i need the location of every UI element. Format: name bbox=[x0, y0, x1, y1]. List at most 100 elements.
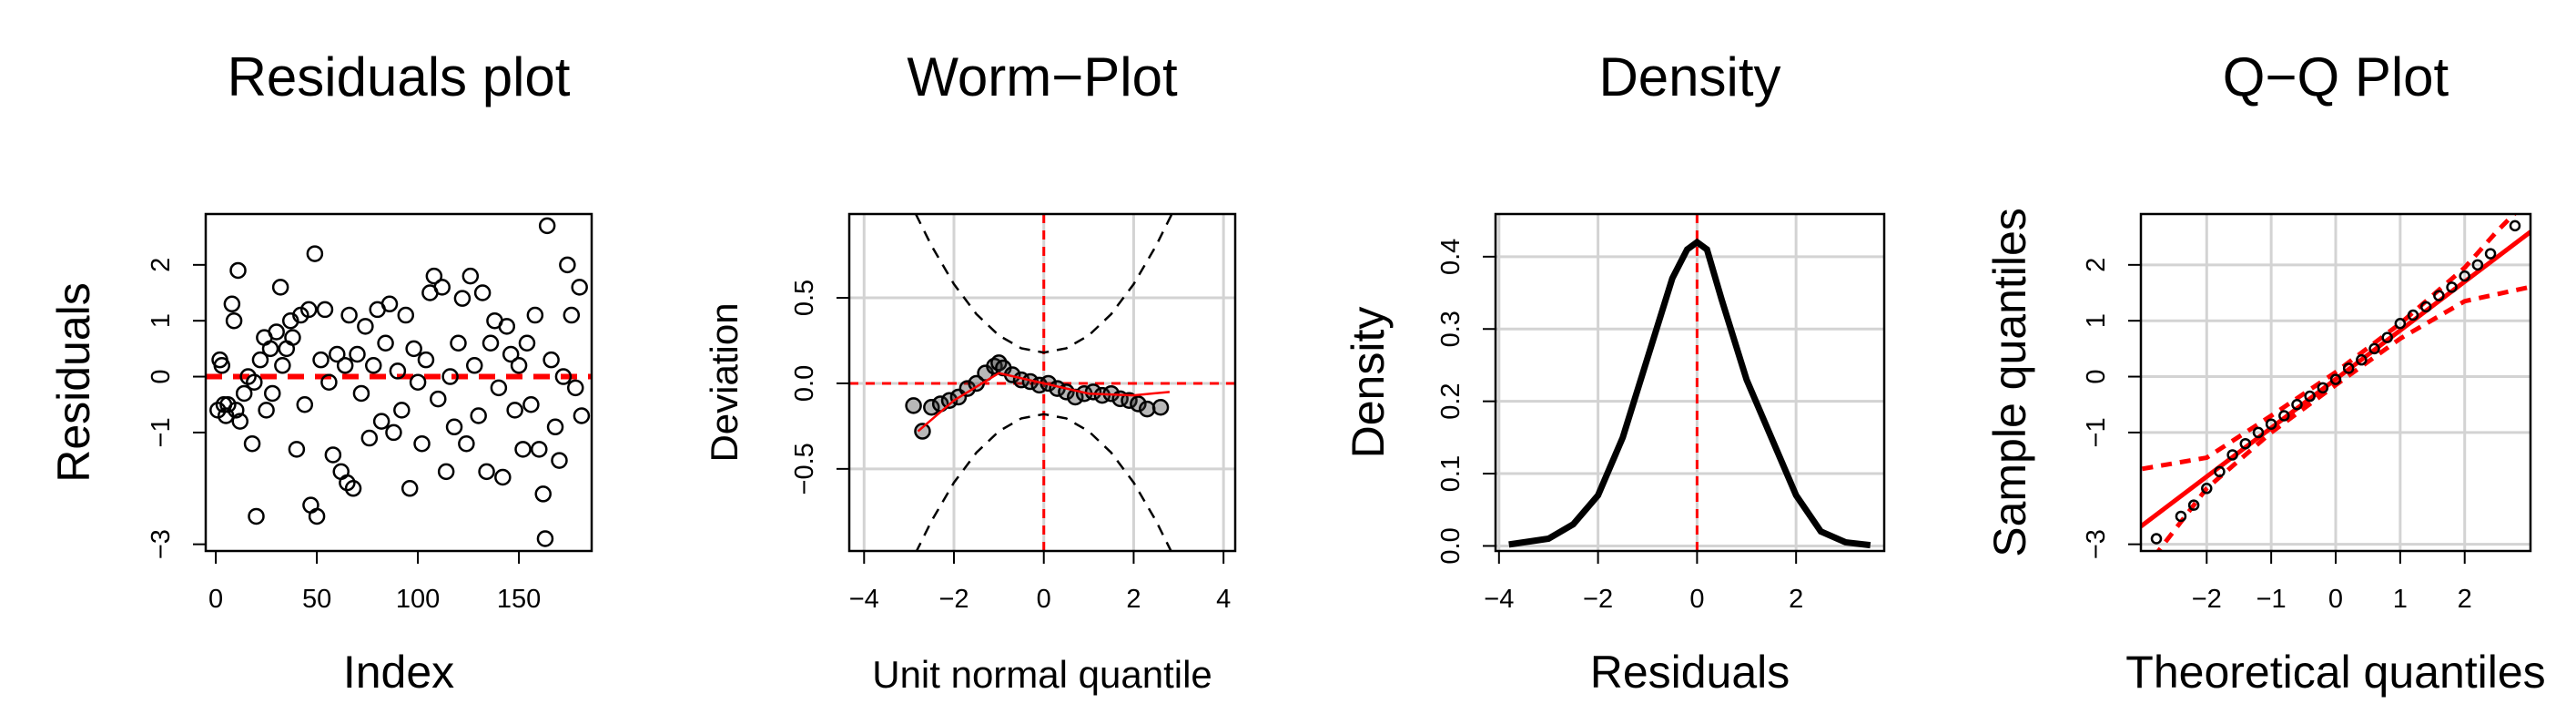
data-point bbox=[2214, 465, 2226, 478]
data-point bbox=[566, 379, 584, 397]
data-point bbox=[2226, 449, 2238, 461]
data-point bbox=[213, 357, 231, 374]
data-point bbox=[271, 279, 289, 296]
y-tick-label: −3 bbox=[147, 529, 176, 559]
data-point bbox=[2150, 533, 2163, 545]
data-point bbox=[433, 279, 451, 296]
plot-area bbox=[849, 214, 1235, 551]
x-tick-label: 4 bbox=[1216, 585, 1231, 614]
data-point bbox=[357, 318, 374, 335]
data-point bbox=[437, 463, 455, 481]
x-tick-label: 150 bbox=[497, 585, 541, 614]
y-tick-label: −0.5 bbox=[790, 443, 819, 495]
plot-area bbox=[1508, 214, 1871, 551]
data-point bbox=[261, 340, 279, 358]
data-point bbox=[940, 392, 958, 409]
data-point bbox=[470, 407, 487, 424]
data-point bbox=[573, 407, 591, 424]
x-tick-label: 2 bbox=[1789, 585, 1803, 614]
data-line bbox=[914, 214, 1173, 354]
data-line bbox=[917, 372, 1171, 433]
data-point bbox=[490, 379, 508, 397]
data-point bbox=[231, 413, 248, 430]
data-point bbox=[336, 357, 354, 374]
panel: Density Residuals Density −4 −2 0 2 0.0 0.1 0.2 0.… bbox=[1343, 46, 1886, 698]
data-point bbox=[2419, 301, 2432, 313]
data-point bbox=[1151, 398, 1170, 416]
data-point bbox=[923, 398, 940, 416]
data-point bbox=[2394, 318, 2407, 330]
y-tick-label: 0.1 bbox=[1436, 455, 1465, 492]
data-point bbox=[2368, 342, 2380, 355]
data-point bbox=[518, 334, 536, 352]
data-point bbox=[385, 423, 402, 442]
data-point bbox=[316, 301, 334, 319]
data-point bbox=[377, 334, 394, 352]
y-axis-label: Density bbox=[1343, 307, 1394, 459]
data-line bbox=[1508, 238, 1871, 549]
x-tick-label: −2 bbox=[2192, 585, 2222, 614]
y-tick-label: 0.4 bbox=[1436, 239, 1465, 275]
data-point bbox=[2459, 270, 2470, 282]
data-point bbox=[2304, 390, 2316, 403]
x-tick-label: −4 bbox=[849, 585, 879, 614]
x-tick-label: 0 bbox=[1689, 585, 1704, 614]
data-point bbox=[458, 434, 475, 453]
data-point bbox=[2433, 290, 2445, 301]
y-tick-label: 0 bbox=[2082, 369, 2111, 383]
data-point bbox=[235, 384, 253, 403]
data-point bbox=[243, 434, 261, 453]
panel-title: Residuals plot bbox=[228, 46, 571, 107]
data-point bbox=[344, 480, 362, 497]
data-point bbox=[461, 267, 480, 285]
data-point bbox=[320, 373, 338, 391]
data-point bbox=[258, 402, 275, 419]
data-point bbox=[453, 290, 472, 307]
y-tick-label: 1 bbox=[2082, 313, 2111, 328]
data-point bbox=[417, 351, 435, 369]
data-point bbox=[502, 345, 520, 363]
panel: Worm−Plot Unit normal quantile Deviation −4… bbox=[703, 46, 1237, 696]
data-point bbox=[229, 261, 247, 280]
data-point bbox=[522, 395, 540, 413]
data-point bbox=[389, 362, 407, 380]
data-point bbox=[450, 334, 467, 352]
data-point bbox=[365, 357, 382, 374]
x-tick-label: −2 bbox=[938, 585, 969, 614]
data-point bbox=[2471, 259, 2484, 271]
y-axis-label: Sample quantiles bbox=[1984, 208, 2035, 557]
data-point bbox=[246, 373, 263, 391]
data-line bbox=[2141, 214, 2518, 472]
data-point bbox=[372, 413, 390, 430]
data-point bbox=[526, 306, 544, 324]
data-point bbox=[2342, 362, 2355, 374]
data-point bbox=[2317, 382, 2329, 394]
x-tick-label: −2 bbox=[1583, 585, 1613, 614]
data-point bbox=[349, 345, 366, 363]
data-point bbox=[228, 402, 245, 419]
data-point bbox=[2509, 219, 2521, 232]
data-point bbox=[225, 311, 243, 330]
plot-frame bbox=[1494, 212, 1886, 553]
y-axis-label: Residuals bbox=[48, 282, 99, 483]
data-point bbox=[2484, 248, 2497, 260]
data-point bbox=[380, 295, 399, 313]
plot-frame bbox=[2139, 212, 2532, 553]
data-point bbox=[905, 397, 922, 414]
x-tick-label: −1 bbox=[2257, 585, 2287, 614]
data-point bbox=[559, 256, 576, 274]
data-point bbox=[324, 446, 342, 464]
data-point bbox=[531, 441, 548, 458]
data-point bbox=[1139, 400, 1156, 418]
data-point bbox=[264, 384, 281, 403]
data-point bbox=[409, 373, 427, 391]
data-point bbox=[284, 329, 301, 346]
data-point bbox=[473, 284, 492, 301]
data-point bbox=[306, 245, 324, 262]
data-point bbox=[296, 395, 314, 413]
data-point bbox=[514, 441, 532, 458]
data-point bbox=[2252, 426, 2265, 439]
x-axis-label: Index bbox=[343, 647, 454, 698]
x-tick-label: 2 bbox=[2458, 585, 2472, 614]
